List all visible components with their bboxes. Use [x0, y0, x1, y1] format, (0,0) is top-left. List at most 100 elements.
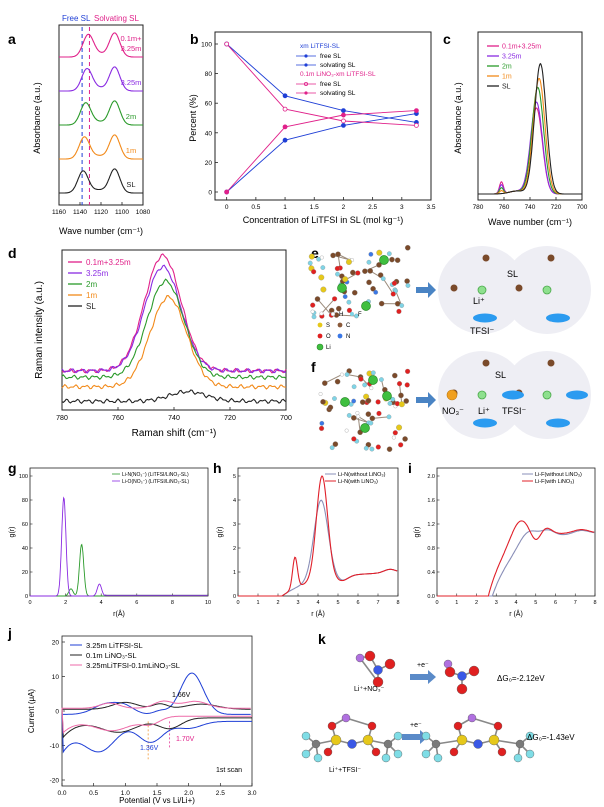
carbon-atom — [398, 392, 404, 399]
oxygen-atom — [384, 658, 396, 670]
panel-e-molecular-snapshot — [307, 244, 411, 320]
panel-letter-k: k — [318, 631, 326, 647]
bond — [332, 254, 350, 261]
panel-h-ylabel: g(r) — [217, 527, 224, 538]
panel-d-xtick-label: 760 — [112, 415, 124, 422]
carbon-atom — [332, 441, 339, 447]
panel-i: 0 1 2 3 4 5 6 7 8 0.0 0.4 0.8 1.2 1.6 2.0 Li-F(without… — [414, 467, 597, 618]
nitrogen-atom — [351, 398, 357, 404]
panel-j-xtick-label: 0.0 — [57, 790, 66, 797]
panel-d: 780 760 740 720 700 0.1m+3.25m 3.25m 2m 1m SL Ra… — [34, 249, 292, 439]
panel-d-legend-label: SL — [86, 302, 96, 311]
oxygen-atom — [390, 291, 396, 297]
panel-b-line-2 — [226, 43, 417, 126]
panel-j-ytick-label: -10 — [50, 743, 60, 750]
bond — [382, 278, 394, 295]
nitrogen-atom — [373, 289, 379, 295]
panel-letter-i: i — [408, 460, 412, 476]
legend-o-icon — [317, 333, 323, 339]
fluorine-atom — [332, 396, 337, 401]
hydrogen-atom — [339, 372, 344, 377]
sulfur-atom — [398, 401, 405, 408]
panel-c: 780 760 740 720 700 0.1m+3.25m 3.25m 2m 1m SL Wa… — [453, 31, 588, 227]
panel-d-xlabel: Raman shift (cm⁻¹) — [132, 428, 217, 439]
panel-d-xtick-label: 700 — [280, 415, 292, 422]
panel-j-xtick-label: 2.0 — [184, 790, 193, 797]
lithium-atom — [382, 391, 392, 401]
fluorine-atom — [368, 420, 374, 426]
panel-i-xlabel: r (Å) — [509, 609, 523, 618]
fluorine-atom — [393, 749, 403, 759]
fluorine-atom — [421, 731, 431, 741]
sl-molecule-icon — [515, 284, 523, 292]
panel-d-legend-label: 3.25m — [86, 269, 109, 278]
panel-b-legend-label-3: free SL — [320, 81, 341, 88]
panel-j-ytick-label: 20 — [52, 640, 60, 647]
fluorine-atom — [346, 413, 352, 418]
carbon-atom — [402, 436, 408, 442]
carbon-atom — [327, 404, 334, 411]
panel-b-ytick-label: 60 — [205, 101, 213, 108]
nitrogen-atom — [457, 671, 467, 681]
panel-j-annotation-136: 1.36V — [140, 745, 159, 752]
fluorine-atom — [344, 372, 350, 377]
bond — [324, 374, 343, 384]
tfsi-anion-icon — [473, 313, 497, 323]
panel-d-legend-label: 1m — [86, 291, 97, 300]
panel-letter-j: j — [7, 625, 12, 641]
fluorine-atom — [390, 396, 396, 402]
fluorine-atom — [370, 370, 376, 376]
panel-letter-g: g — [8, 460, 17, 476]
oxygen-atom — [332, 296, 338, 302]
panel-i-ytick-label: 0.4 — [427, 570, 435, 576]
oxygen-atom — [404, 382, 410, 388]
panel-d-series-0.1m+3.25m — [61, 253, 287, 374]
panel-j-legend-label-1: 3.25m LiTFSI-SL — [86, 641, 143, 650]
panel-b-point-3-0 — [224, 189, 230, 195]
panel-b-ylabel: Percent (%) — [188, 94, 198, 142]
sulfur-atom — [320, 286, 327, 293]
panel-j-xtick-label: 2.5 — [216, 790, 225, 797]
panel-c-xtick-label: 740 — [525, 204, 536, 211]
tfsi-anion-icon — [546, 313, 570, 323]
oxygen-atom — [453, 721, 463, 731]
panel-h-series-0 — [238, 499, 398, 597]
panel-c-legend: 0.1m+3.25m 3.25m 2m 1m SL — [487, 44, 541, 91]
fluorine-atom — [320, 265, 326, 270]
fluorine-atom — [362, 382, 368, 388]
hydrogen-atom — [318, 392, 323, 396]
fluorine-atom — [525, 749, 535, 759]
tfsi-anion-icon — [546, 418, 570, 428]
panel-h-xtick-label: 1 — [256, 600, 259, 606]
panel-k-reaction2-dg: ΔG₀=-1.43eV — [527, 733, 575, 742]
fluorine-atom — [301, 749, 311, 759]
panel-i-curves — [437, 520, 595, 597]
oxygen-atom — [355, 270, 361, 276]
panel-a-xtick-label: 1100 — [115, 209, 129, 216]
carbon-atom — [405, 244, 411, 251]
panel-b-ytick-label: 40 — [205, 130, 213, 137]
panel-b-legend-marker-1 — [304, 54, 308, 58]
panel-b-ytick-label: 100 — [201, 42, 212, 49]
tfsi-anion-icon — [502, 390, 524, 400]
panel-g-xtick-label: 10 — [205, 600, 211, 606]
panel-d-legend-label: 0.1m+3.25m — [86, 258, 131, 267]
fluorine-atom — [366, 259, 372, 265]
carbon-atom — [392, 372, 398, 379]
panel-b-point-1-1 — [282, 137, 288, 143]
sl-molecule-icon — [482, 254, 490, 262]
panel-d-series-SL — [61, 389, 287, 405]
panel-g-ytick-label: 0 — [25, 594, 28, 600]
panel-b-xlabel: Concentration of LiTFSI in SL (mol kg⁻¹) — [243, 215, 403, 225]
panel-k-product-2-molecule — [421, 713, 535, 763]
panel-a-xtick-label: 1120 — [94, 209, 108, 216]
panel-b-point-2-2 — [341, 118, 346, 124]
panel-g-xtick-label: 0 — [28, 600, 31, 606]
fluorine-atom — [301, 731, 311, 741]
legend-n-label: N — [346, 334, 350, 340]
sulfur-atom — [342, 276, 349, 283]
lithium-atom — [337, 283, 347, 293]
oxygen-atom — [375, 399, 381, 405]
